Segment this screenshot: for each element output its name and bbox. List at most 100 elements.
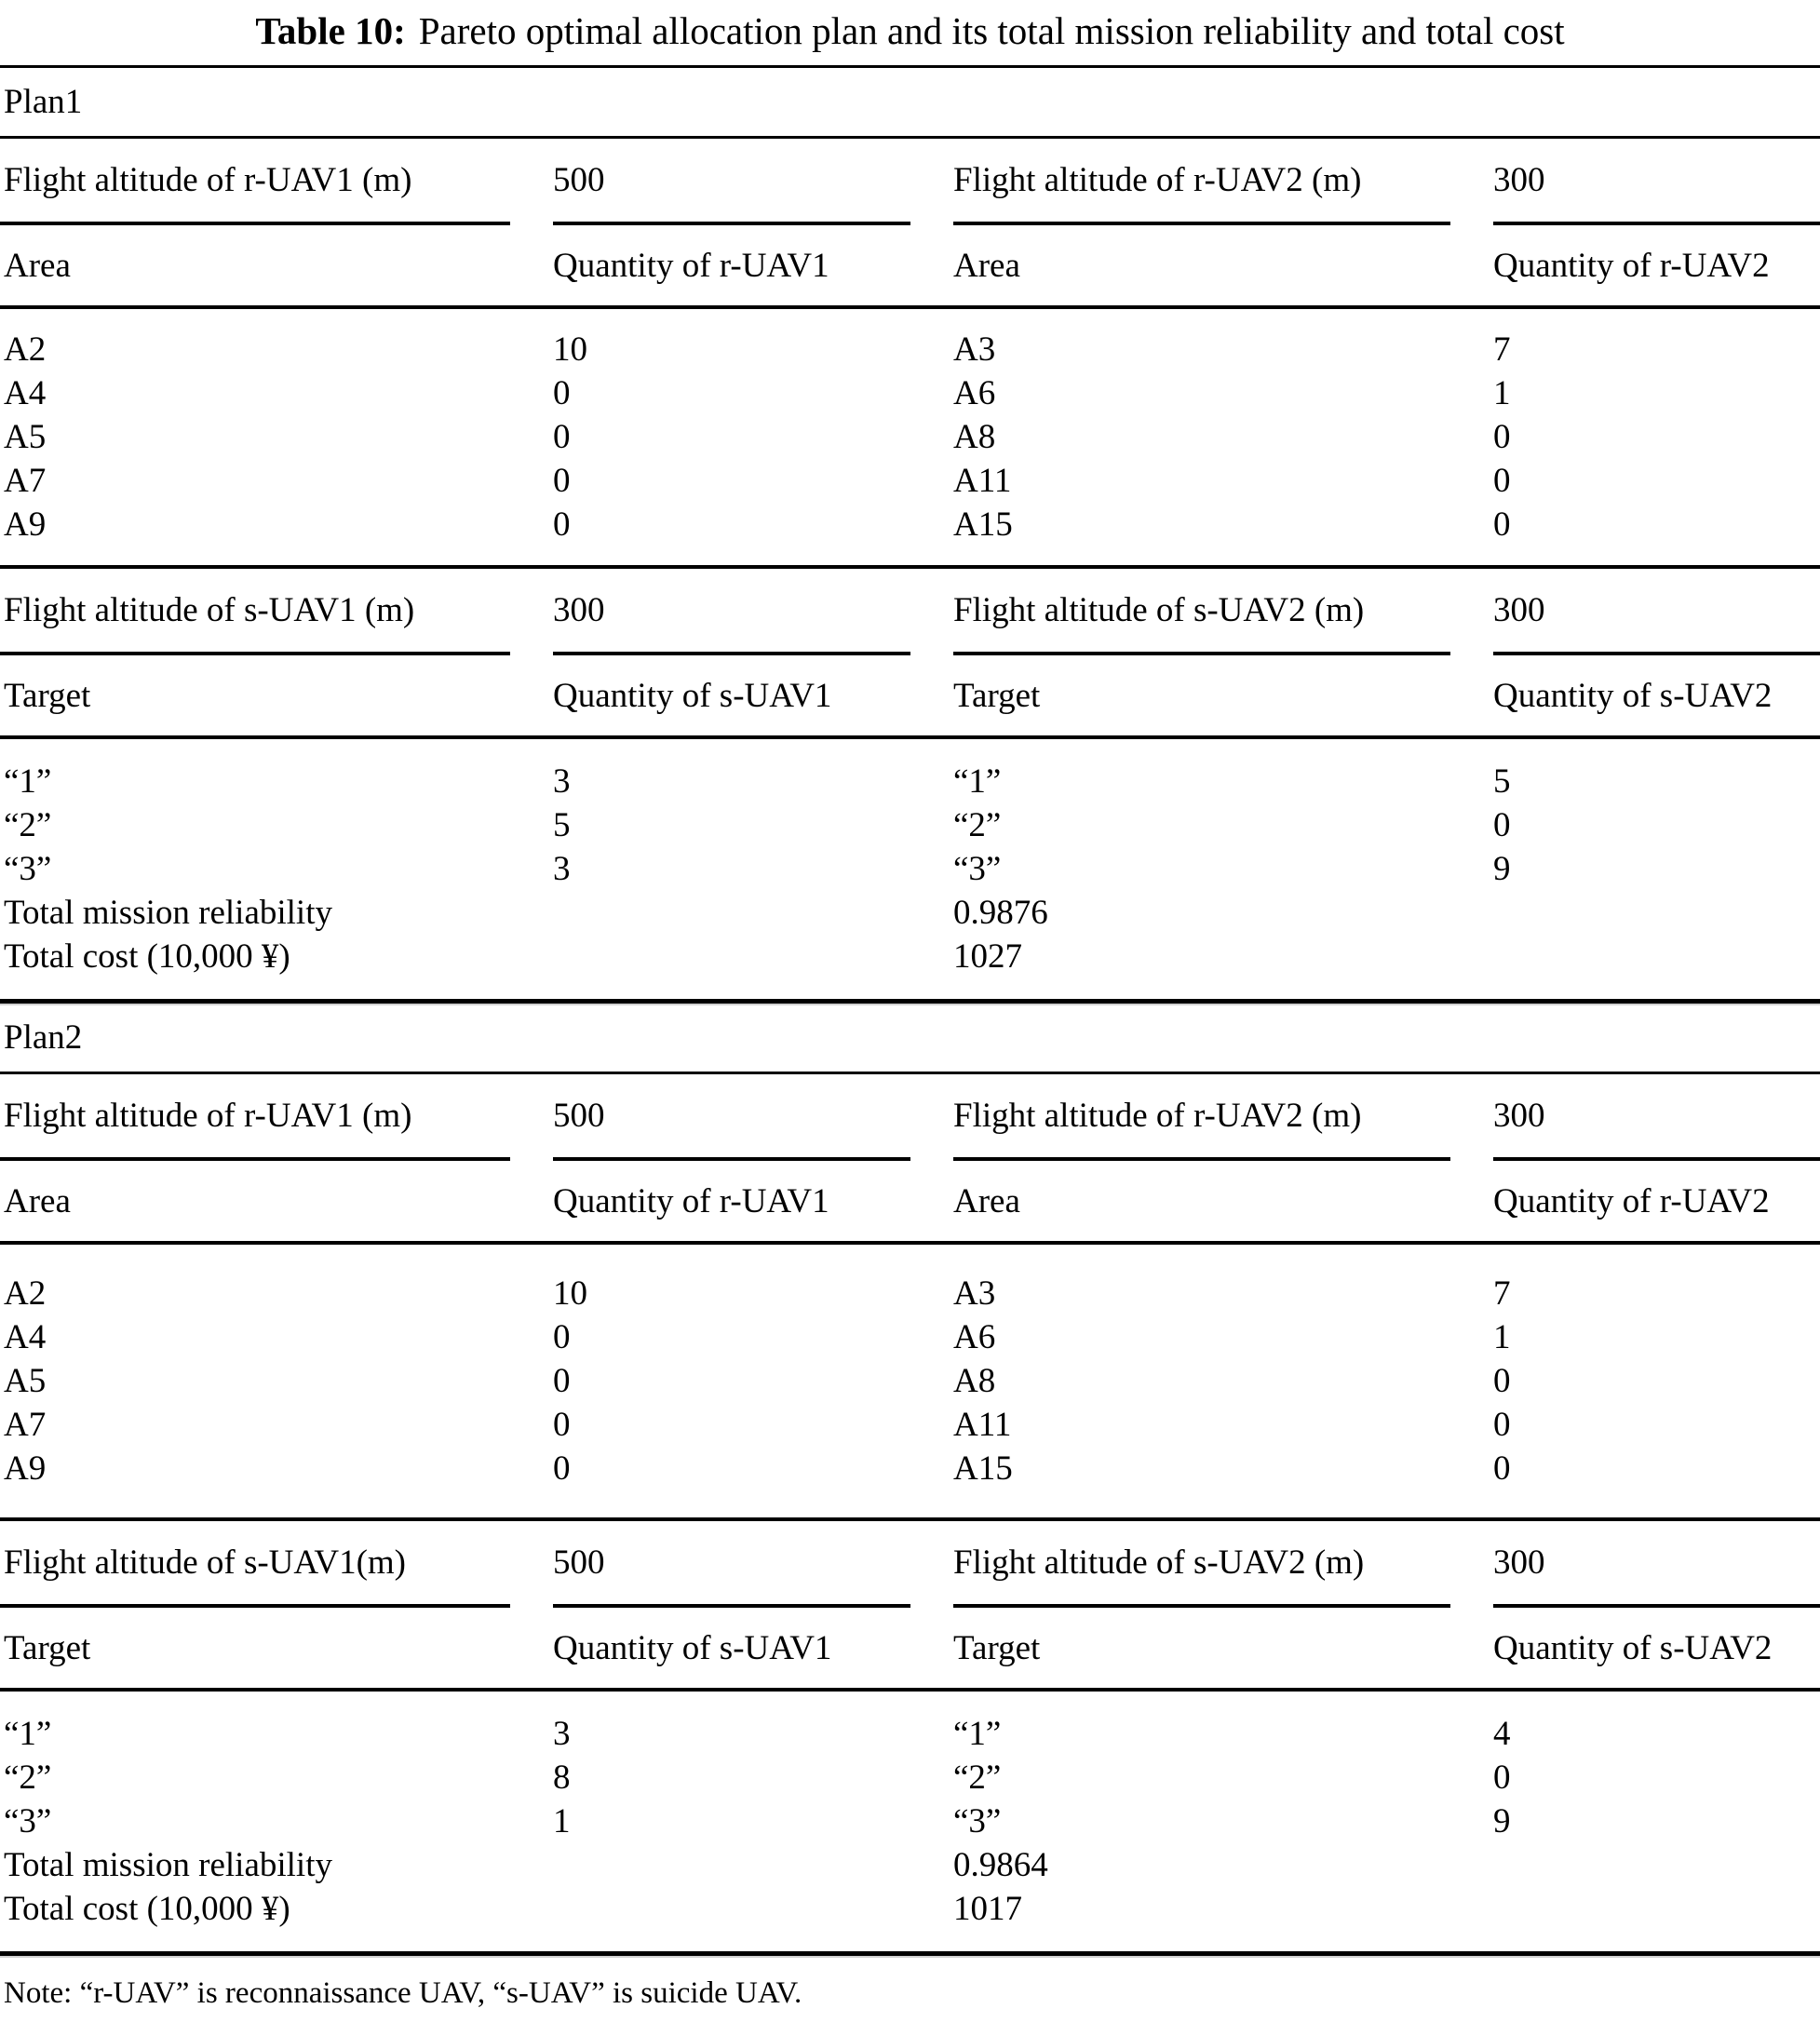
r-uav1-altitude-label: Flight altitude of r-UAV1 (m)	[4, 1097, 412, 1135]
quantity-cell: 0	[1493, 506, 1511, 544]
target-cell: “3”	[4, 1802, 52, 1840]
table-row: A2 10 A3 7	[0, 328, 1820, 371]
rule	[0, 1688, 1820, 1692]
table-row: “3” 1 “3” 9	[0, 1800, 1820, 1843]
table-row: “1” 3 “1” 5	[0, 760, 1820, 803]
plan2-r-header-row: Area Quantity of r-UAV1 Area Quantity of…	[0, 1161, 1820, 1241]
quantity-cell: 3	[553, 762, 571, 801]
area-cell: A9	[4, 506, 47, 544]
s-uav1-altitude-value: 300	[553, 591, 605, 629]
quantity-s-uav2-header: Quantity of s-UAV2	[1493, 1628, 1773, 1667]
rule-segment	[953, 652, 1450, 655]
total-reliability-label: Total mission reliability	[4, 894, 332, 932]
area-header: Area	[953, 246, 1020, 285]
rule-segment	[553, 1604, 910, 1608]
plan2-r-altitude-row: Flight altitude of r-UAV1 (m) 500 Flight…	[0, 1074, 1820, 1157]
quantity-cell: 3	[553, 1715, 571, 1753]
area-cell: A8	[953, 1362, 996, 1400]
quantity-cell: 0	[1493, 1362, 1511, 1400]
total-cost-value: 1017	[953, 1890, 1022, 1928]
area-cell: A2	[4, 330, 47, 369]
table-caption-text: Pareto optimal allocation plan and its t…	[418, 9, 1565, 52]
allocation-table: Plan1 Flight altitude of r-UAV1 (m) 500 …	[0, 65, 1820, 1956]
target-cell: “1”	[4, 1715, 52, 1753]
target-header: Target	[953, 1628, 1041, 1667]
total-reliability-label: Total mission reliability	[4, 1846, 332, 1884]
target-cell: “3”	[953, 1802, 1002, 1840]
segmented-rule	[0, 222, 1820, 225]
quantity-r-uav2-header: Quantity of r-UAV2	[1493, 246, 1770, 285]
area-header: Area	[4, 246, 71, 285]
plan1-label-row: Plan1	[0, 68, 1820, 136]
rule-segment	[553, 1157, 910, 1161]
quantity-s-uav2-header: Quantity of s-UAV2	[1493, 676, 1773, 715]
area-cell: A11	[953, 462, 1012, 500]
area-cell: A5	[4, 418, 47, 456]
quantity-cell: 1	[1493, 374, 1511, 412]
quantity-cell: 9	[1493, 1802, 1511, 1840]
quantity-cell: 0	[553, 418, 571, 456]
plan2-r-data-section: A2 10 A3 7 A4 0 A6 1 A5 0 A8 0 A7 0 A11	[0, 1245, 1820, 1517]
quantity-cell: 3	[553, 850, 571, 888]
s-uav1-altitude-label: Flight altitude of s-UAV1(m)	[4, 1543, 406, 1582]
area-cell: A3	[953, 330, 996, 369]
area-cell: A3	[953, 1274, 996, 1313]
rule-segment	[0, 222, 510, 225]
quantity-r-uav1-header: Quantity of r-UAV1	[553, 246, 829, 285]
r-uav1-altitude-label: Flight altitude of r-UAV1 (m)	[4, 161, 412, 199]
area-cell: A15	[953, 1449, 1013, 1488]
rule	[0, 136, 1820, 139]
rule-segment	[953, 1157, 1450, 1161]
s-uav1-altitude-label: Flight altitude of s-UAV1 (m)	[4, 591, 415, 629]
table-row: A5 0 A8 0	[0, 415, 1820, 459]
area-cell: A7	[4, 1406, 47, 1444]
table-footnote: Note: “r-UAV” is reconnaissance UAV, “s-…	[4, 1976, 802, 2010]
s-uav2-altitude-value: 300	[1493, 591, 1545, 629]
quantity-s-uav1-header: Quantity of s-UAV1	[553, 1628, 832, 1667]
target-cell: “2”	[4, 806, 52, 844]
quantity-cell: 0	[1493, 1759, 1511, 1797]
area-header: Area	[4, 1181, 71, 1220]
rule	[0, 305, 1820, 309]
plan1-s-data-section: “1” 3 “1” 5 “2” 5 “2” 0 “3” 3 “3” 9 Tota…	[0, 739, 1820, 999]
r-uav2-altitude-value: 300	[1493, 161, 1545, 199]
rule	[0, 1241, 1820, 1245]
r-uav2-altitude-label: Flight altitude of r-UAV2 (m)	[953, 1097, 1362, 1135]
total-cost-row: Total cost (10,000 ¥) 1027	[0, 935, 1820, 978]
quantity-cell: 0	[1493, 1449, 1511, 1488]
plan2-label-row: Plan2	[0, 1004, 1820, 1072]
quantity-cell: 7	[1493, 330, 1511, 369]
table-row: A9 0 A15 0	[0, 503, 1820, 546]
plan2-label: Plan2	[4, 1018, 83, 1057]
s-uav2-altitude-label: Flight altitude of s-UAV2 (m)	[953, 591, 1365, 629]
area-cell: A4	[4, 1318, 47, 1356]
r-uav2-altitude-value: 300	[1493, 1097, 1545, 1135]
target-header: Target	[953, 676, 1041, 715]
table-row: A4 0 A6 1	[0, 1315, 1820, 1359]
total-reliability-row: Total mission reliability 0.9876	[0, 891, 1820, 935]
table-row: A9 0 A15 0	[0, 1447, 1820, 1490]
area-cell: A2	[4, 1274, 47, 1313]
target-cell: “1”	[953, 1715, 1002, 1753]
segmented-rule	[0, 1157, 1820, 1161]
rule-segment	[0, 1604, 510, 1608]
segmented-rule	[0, 652, 1820, 655]
quantity-cell: 0	[553, 506, 571, 544]
s-uav2-altitude-label: Flight altitude of s-UAV2 (m)	[953, 1543, 1365, 1582]
total-cost-value: 1027	[953, 937, 1022, 976]
rule	[0, 1517, 1820, 1521]
r-uav2-altitude-label: Flight altitude of r-UAV2 (m)	[953, 161, 1362, 199]
rule-segment	[1493, 222, 1820, 225]
quantity-s-uav1-header: Quantity of s-UAV1	[553, 676, 832, 715]
quantity-r-uav2-header: Quantity of r-UAV2	[1493, 1181, 1770, 1220]
quantity-cell: 10	[553, 1274, 587, 1313]
target-cell: “3”	[953, 850, 1002, 888]
area-cell: A11	[953, 1406, 1012, 1444]
area-cell: A8	[953, 418, 996, 456]
quantity-cell: 9	[1493, 850, 1511, 888]
rule-segment	[0, 652, 510, 655]
area-cell: A6	[953, 1318, 996, 1356]
target-cell: “2”	[4, 1759, 52, 1797]
area-cell: A6	[953, 374, 996, 412]
target-header: Target	[4, 676, 91, 715]
